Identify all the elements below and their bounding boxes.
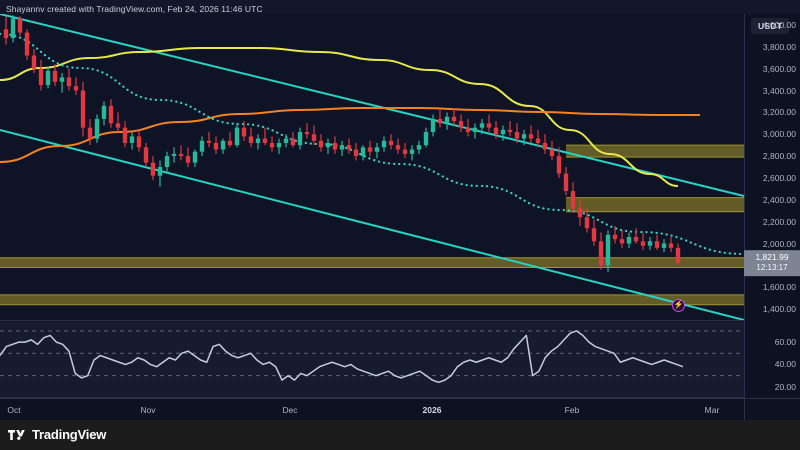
rsi-axis-tick-label: 60.00 <box>774 337 796 348</box>
price-axis-tick-label: 1,600.00 <box>762 282 796 293</box>
price-zone[interactable] <box>566 197 744 213</box>
time-axis-tick-label: Oct <box>7 405 21 415</box>
pane-separator-bottom[interactable] <box>0 397 744 398</box>
price-axis-tick-label: 2,600.00 <box>762 172 796 183</box>
price-axis-tick-label: 2,000.00 <box>762 238 796 249</box>
rsi-axis-tick-label: 40.00 <box>774 359 796 370</box>
time-axis-tick-label: Feb <box>564 405 580 415</box>
time-axis[interactable]: Oct Nov Dec 2026 Feb Mar <box>0 398 800 421</box>
price-axis-tick-label: 2,200.00 <box>762 216 796 227</box>
current-price-tag[interactable]: 1,821.99 12:13:17 <box>744 250 800 276</box>
tradingview-logo-icon <box>8 429 25 440</box>
moving-average-line[interactable] <box>0 47 679 187</box>
price-zone[interactable] <box>0 294 744 306</box>
time-axis-tick-label: 2026 <box>422 405 442 415</box>
price-axis[interactable]: USDT 4,000.00 3,800.00 3,600.00 3,400.00 3,2… <box>744 14 800 398</box>
price-axis-tick-label: 3,000.00 <box>762 129 796 140</box>
bar-close-countdown: 12:13:17 <box>756 262 788 272</box>
price-axis-tick-label: 1,400.00 <box>762 304 796 315</box>
price-axis-tick-label: 4,000.00 <box>762 19 796 30</box>
price-axis-tick-label: 2,800.00 <box>762 151 796 162</box>
rsi-canvas <box>0 330 744 384</box>
moving-average-line[interactable] <box>0 107 700 163</box>
current-price-value: 1,821.99 <box>755 252 789 263</box>
pane-separator-top[interactable] <box>0 320 744 321</box>
rsi-indicator-pane[interactable] <box>0 322 744 398</box>
price-axis-tick-label: 3,200.00 <box>762 107 796 118</box>
price-axis-tick-label: 3,600.00 <box>762 63 796 74</box>
time-axis-tick-label: Nov <box>140 405 156 415</box>
trendline[interactable] <box>0 14 744 197</box>
axis-corner <box>744 399 800 421</box>
price-axis-tick-label: 3,800.00 <box>762 41 796 52</box>
footer-bar: TradingView <box>0 420 800 450</box>
tradingview-logo[interactable]: TradingView <box>8 427 106 442</box>
rsi-axis-tick-label: 20.00 <box>774 381 796 392</box>
time-axis-tick-label: Dec <box>282 405 298 415</box>
tradingview-brand-text: TradingView <box>32 427 107 442</box>
candlestick-series[interactable] <box>3 15 681 272</box>
lightning-glyph: ⚡ <box>673 300 684 310</box>
price-chart-pane[interactable] <box>0 14 744 320</box>
moving-average-line[interactable] <box>0 32 744 256</box>
quote-currency-badge: USDT <box>751 18 790 34</box>
rsi-line[interactable] <box>0 330 684 384</box>
price-chart-canvas <box>0 14 744 320</box>
trendline[interactable] <box>0 129 744 320</box>
attribution-watermark: Shayannv created with TradingView.com, F… <box>6 4 263 14</box>
price-axis-tick-label: 3,400.00 <box>762 85 796 96</box>
price-zone[interactable] <box>0 257 744 269</box>
price-zone[interactable] <box>566 144 744 158</box>
lightning-bolt-icon[interactable]: ⚡ <box>672 298 685 312</box>
price-axis-tick-label: 2,400.00 <box>762 194 796 205</box>
time-axis-tick-label: Mar <box>704 405 720 415</box>
